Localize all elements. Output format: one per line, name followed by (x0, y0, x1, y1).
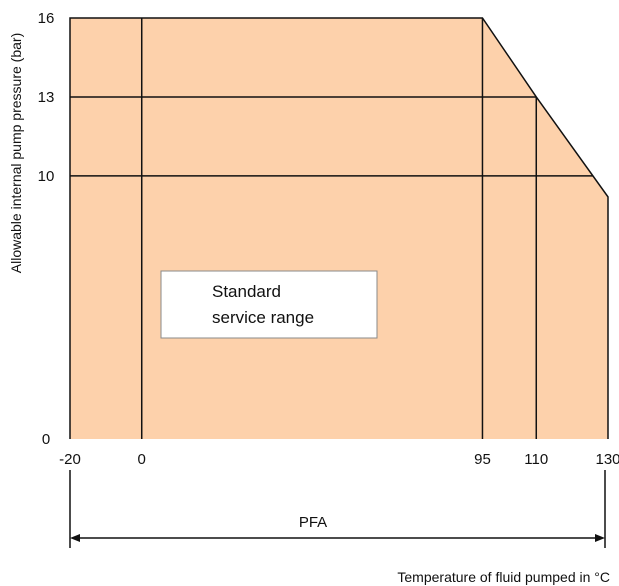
x-axis-title: Temperature of fluid pumped in °C (397, 569, 610, 585)
pfa-right-arrowhead (595, 534, 605, 542)
plot-area (69, 17, 609, 439)
annotation-line-1: Standard (212, 282, 281, 301)
y-tick-label-0: 0 (42, 431, 50, 448)
x-tick-label-95: 95 (474, 451, 491, 468)
annotation-box-background (160, 270, 378, 339)
annotation-box: Standard service range (160, 270, 378, 339)
x-tick-label-110: 110 (524, 451, 548, 468)
x-tick-label-130: 130 (595, 451, 619, 468)
pfa-label: PFA (299, 514, 327, 531)
annotation-line-2: service range (212, 308, 314, 327)
y-axis-ticks: 0 10 13 16 (38, 10, 55, 448)
y-tick-label-16: 16 (38, 10, 55, 27)
y-axis-title: Allowable internal pump pressure (bar) (8, 33, 24, 273)
pfa-left-arrowhead (70, 534, 80, 542)
x-tick-label-0: 0 (138, 451, 146, 468)
operating-area-boundary (69, 17, 609, 439)
x-tick-label-minus20: -20 (59, 451, 81, 468)
pfa-range-indicator: PFA (69, 470, 606, 548)
reference-lines (70, 18, 593, 439)
operating-area-fill (70, 18, 608, 439)
y-tick-label-13: 13 (38, 89, 55, 106)
x-axis-ticks: -20 0 95 110 130 (59, 451, 619, 468)
y-tick-label-10: 10 (38, 168, 55, 185)
